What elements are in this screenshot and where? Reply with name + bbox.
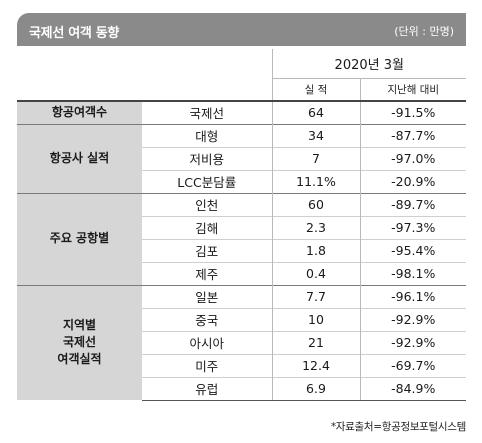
actual-value: 12.4: [271, 353, 360, 377]
item-label: 유럽: [142, 376, 272, 401]
yoy-change: -92.9%: [359, 330, 467, 354]
actual-value: 0.4: [271, 261, 360, 285]
actual-value: 6.9: [271, 376, 360, 401]
header-blank: [142, 78, 272, 102]
yoy-change: -95.4%: [359, 238, 467, 262]
item-label: 중국: [142, 307, 272, 331]
source-note: *자료출처=항공정보포털시스템: [330, 421, 466, 433]
actual-value: 7.7: [271, 284, 360, 308]
item-label: 저비용: [142, 146, 272, 170]
header-blank: [17, 78, 142, 102]
item-label: 인천: [142, 192, 272, 216]
table-body: 항공여객수 국제선 64 -91.5% 항공사 실적 대형 34 -87.7% 저비용 7 -97.…: [17, 101, 467, 401]
table-row: 저비용 7 -97.0%: [17, 146, 467, 170]
item-label: 일본: [142, 284, 272, 308]
table-row: 주요 공항별 인천 60 -89.7%: [17, 192, 467, 285]
category-label: 주요 공항별: [17, 192, 142, 285]
header-year: 2020년 3월: [271, 49, 467, 79]
actual-value: 21: [271, 330, 360, 354]
yoy-change: -91.5%: [359, 101, 467, 124]
table-row: 지역별 국제선 여객실적 일본 7.7 -96.1%: [17, 284, 467, 400]
table-row: 미주 12.4 -69.7%: [17, 353, 467, 377]
title-bar: 국제선 여객 동향 (단위 : 만명): [17, 13, 466, 46]
table-row: LCC분담률 11.1% -20.9%: [17, 169, 467, 193]
page-title: 국제선 여객 동향: [29, 26, 120, 41]
table-row: 중국 10 -92.9%: [17, 307, 467, 331]
actual-value: 34: [271, 123, 360, 147]
actual-value: 2.3: [271, 215, 360, 239]
item-label: LCC분담률: [142, 169, 272, 193]
item-label: 김해: [142, 215, 272, 239]
yoy-change: -97.3%: [359, 215, 467, 239]
actual-value: 7: [271, 146, 360, 170]
yoy-change: -97.0%: [359, 146, 467, 170]
yoy-change: -87.7%: [359, 123, 467, 147]
table-row: 제주 0.4 -98.1%: [17, 261, 467, 285]
yoy-change: -69.7%: [359, 353, 467, 377]
category-label: 지역별 국제선 여객실적: [17, 284, 142, 400]
yoy-change: -96.1%: [359, 284, 467, 308]
table-row: 김해 2.3 -97.3%: [17, 215, 467, 239]
category-label: 항공사 실적: [17, 123, 142, 193]
stats-table: 2020년 3월 실 적 지난해 대비 항공여객수 국제선 64 -91.5% 항공사 …: [17, 49, 467, 401]
item-label: 미주: [142, 353, 272, 377]
yoy-change: -92.9%: [359, 307, 467, 331]
header-blank: [17, 49, 142, 78]
header-actual: 실 적: [271, 78, 360, 102]
yoy-change: -89.7%: [359, 192, 467, 216]
item-label: 제주: [142, 261, 272, 285]
yoy-change: -84.9%: [359, 376, 467, 401]
unit-label: (단위 : 만명): [394, 25, 454, 38]
actual-value: 1.8: [271, 238, 360, 262]
header-yoy: 지난해 대비: [359, 78, 467, 102]
actual-value: 60: [271, 192, 360, 216]
actual-value: 10: [271, 307, 360, 331]
header-blank: [142, 49, 272, 78]
table-row: 항공여객수 국제선 64 -91.5%: [17, 101, 467, 124]
actual-value: 64: [271, 101, 360, 124]
yoy-change: -98.1%: [359, 261, 467, 285]
yoy-change: -20.9%: [359, 169, 467, 193]
table-row: 유럽 6.9 -84.9%: [17, 376, 467, 401]
table-row: 항공사 실적 대형 34 -87.7%: [17, 123, 467, 193]
category-label: 항공여객수: [17, 101, 142, 124]
table-row: 김포 1.8 -95.4%: [17, 238, 467, 262]
table-row: 아시아 21 -92.9%: [17, 330, 467, 354]
actual-value: 11.1%: [271, 169, 360, 193]
item-label: 대형: [142, 123, 272, 147]
item-label: 아시아: [142, 330, 272, 354]
item-label: 국제선: [189, 106, 224, 122]
item-label: 김포: [142, 238, 272, 262]
